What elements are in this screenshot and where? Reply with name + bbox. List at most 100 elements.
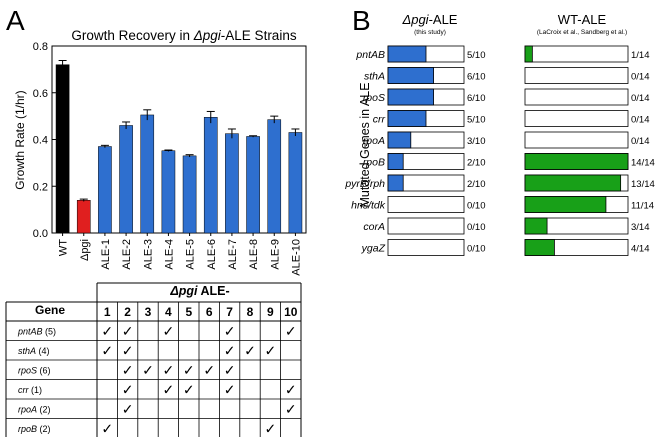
panel-label-b: B <box>352 5 371 36</box>
table-col-header: 10 <box>284 305 298 319</box>
bar <box>161 150 176 234</box>
bar-value-label: 0/10 <box>467 222 486 233</box>
bar <box>182 155 197 234</box>
bar-value-label: 6/10 <box>467 93 486 104</box>
table-header: Δpgi ALE- <box>169 284 229 298</box>
x-tick-label: ALE-8 <box>248 239 260 270</box>
y-tick-label: 0.4 <box>33 135 48 147</box>
x-tick-label: ALE-2 <box>121 239 133 270</box>
table-check: ✓ <box>101 323 113 339</box>
table-gene-label: pntAB (5) <box>17 327 56 337</box>
bar-outline <box>387 217 465 235</box>
bar-fill <box>387 131 412 149</box>
x-tick-label: ALE-4 <box>163 239 175 270</box>
table-gene-label: rpoB (2) <box>18 424 51 434</box>
bar-fill <box>524 45 533 63</box>
bar <box>225 133 239 234</box>
table-gene-header: Gene <box>35 303 65 317</box>
gene-label: corA <box>363 221 385 233</box>
bar-value-label: 2/10 <box>467 158 486 169</box>
bar-outline <box>524 45 629 63</box>
table-check: ✓ <box>163 323 175 339</box>
table-check: ✓ <box>101 343 113 359</box>
x-tick-label: ALE-5 <box>185 239 197 270</box>
table-check: ✓ <box>285 401 297 417</box>
bar-fill <box>524 217 548 235</box>
bar-value-label: 0/14 <box>631 136 650 147</box>
table-check: ✓ <box>224 343 236 359</box>
gene-label: crr <box>373 114 386 126</box>
bar <box>267 119 282 234</box>
bar <box>55 64 70 234</box>
bar-value-label: 6/10 <box>467 72 486 83</box>
y-tick-label: 0.8 <box>33 41 48 53</box>
table-col-header: 1 <box>104 305 111 319</box>
bar-fill <box>524 153 629 170</box>
bar-value-label: 11/14 <box>631 201 654 212</box>
x-tick-label: ALE-9 <box>269 239 281 270</box>
bar-value-label: 5/10 <box>467 50 486 61</box>
panel-label-a: A <box>6 5 25 36</box>
table-check: ✓ <box>224 323 236 339</box>
table-check: ✓ <box>285 382 297 398</box>
mutated-genes-chart: Δpgi-ALE (this study) WT-ALE (LaCroix et… <box>344 12 655 256</box>
y-tick-label: 0.6 <box>33 88 48 100</box>
bar-value-label: 3/14 <box>631 222 650 233</box>
table-check: ✓ <box>163 362 175 378</box>
table-col-header: 9 <box>267 305 274 319</box>
bar-fill <box>387 88 434 106</box>
bar-outline <box>524 110 629 127</box>
bar-value-label: 0/14 <box>631 72 650 83</box>
bar-fill <box>387 110 427 127</box>
table-check: ✓ <box>203 362 215 378</box>
table-gene-label: rpoS (6) <box>18 366 51 376</box>
ale-mutation-table: Δpgi ALE- Gene 1 2 3 4 5 6 7 8 9 10 pntAB (5) ✓ ✓ ✓ ✓ ✓… <box>5 282 302 437</box>
bar <box>288 132 303 234</box>
table-col-header: 5 <box>185 305 192 319</box>
table-check: ✓ <box>122 362 134 378</box>
table-check: ✓ <box>285 323 297 339</box>
chart-a-ylabel: Growth Rate (1/hr) <box>13 90 27 189</box>
bar-value-label: 4/14 <box>631 244 650 255</box>
table-check: ✓ <box>265 421 277 437</box>
bar-fill <box>524 239 555 256</box>
table-check: ✓ <box>122 323 134 339</box>
x-tick-label: ALE-6 <box>206 239 218 270</box>
bar-value-label: 13/14 <box>631 179 655 190</box>
y-tick-label: 0.0 <box>33 228 48 240</box>
bar <box>246 136 260 234</box>
x-tick-label: ALE-3 <box>142 239 154 270</box>
bar-value-label: 0/14 <box>631 115 650 126</box>
bar-fill <box>387 174 404 192</box>
bar-value-label: 1/14 <box>631 50 650 61</box>
table-check: ✓ <box>122 343 134 359</box>
bar <box>203 117 218 234</box>
bar-outline <box>387 239 465 256</box>
table-check: ✓ <box>183 382 195 398</box>
x-tick-label: WT <box>58 239 70 256</box>
table-check: ✓ <box>163 382 175 398</box>
bar <box>98 146 112 234</box>
chart-b-left-title: Δpgi-ALE <box>402 12 458 27</box>
table-gene-label: crr (1) <box>18 385 42 395</box>
gene-label: pntAB <box>355 49 385 61</box>
x-tick-label: ALE-1 <box>100 239 112 270</box>
gene-label: sthA <box>364 71 385 83</box>
bar-value-label: 5/10 <box>467 115 486 126</box>
chart-b-right-subtitle: (LaCroix et al., Sandberg et al.) <box>537 29 627 36</box>
table-col-header: 8 <box>247 305 254 319</box>
table-check: ✓ <box>101 421 113 437</box>
gene-label: hns/tdk <box>351 200 386 212</box>
x-tick-label: ALE-10 <box>290 239 302 276</box>
table-col-header: 4 <box>165 305 172 319</box>
bar-value-label: 0/10 <box>467 244 486 255</box>
chart-b-left-subtitle: (this study) <box>414 29 446 36</box>
gene-label: rpoA <box>363 135 385 147</box>
table-col-header: 2 <box>124 305 131 319</box>
bar-fill <box>524 196 607 213</box>
bar-outline <box>524 88 629 106</box>
table-check: ✓ <box>224 362 236 378</box>
y-tick-label: 0.2 <box>33 181 48 193</box>
table-check: ✓ <box>142 362 154 378</box>
gene-label: rpoS <box>363 92 385 104</box>
